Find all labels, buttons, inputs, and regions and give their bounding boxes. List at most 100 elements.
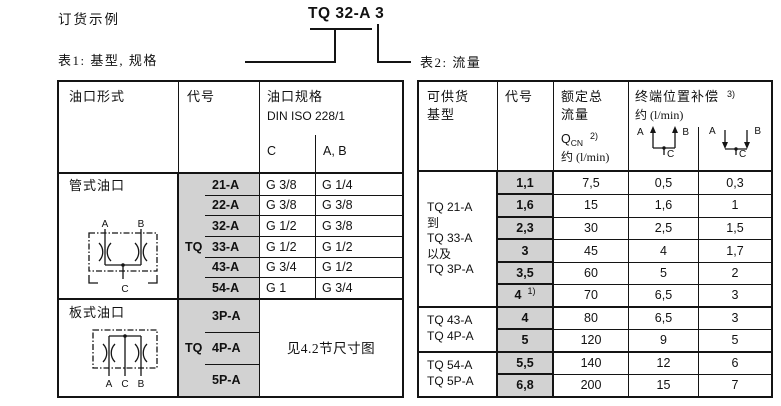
table1-code: 22-A bbox=[212, 198, 240, 212]
port-label-a: A bbox=[709, 126, 716, 137]
table2-comp1: 4 bbox=[660, 243, 667, 258]
table1-spec-c: G 3/4 bbox=[266, 260, 297, 274]
footnote-3-marker: 3) bbox=[727, 89, 736, 99]
grid-line bbox=[419, 351, 771, 353]
table2-group3-base-types: TQ 54-A TQ 5P-A bbox=[427, 351, 497, 396]
table2-flow: 140 bbox=[580, 355, 602, 370]
table1-code: 4P-A bbox=[212, 341, 241, 355]
table2-comp2: 5 bbox=[731, 333, 739, 347]
footnote-2-marker: 2) bbox=[590, 131, 599, 141]
base-type-line: TQ 43-A bbox=[427, 313, 473, 327]
table2-caption: 表2: 流量 bbox=[420, 55, 482, 70]
grid-line bbox=[205, 257, 402, 258]
grid-line bbox=[554, 284, 771, 285]
table2-comp1: 1,6 bbox=[654, 198, 673, 212]
table1-plate-prefix: TQ bbox=[185, 341, 203, 355]
grid-line bbox=[554, 374, 771, 375]
table2-flow: 15 bbox=[584, 198, 598, 212]
table1-code-column-shading bbox=[179, 174, 259, 396]
grid-line bbox=[496, 216, 554, 218]
q-symbol: Q bbox=[561, 132, 571, 146]
base-type-line: TQ 4P-A bbox=[427, 328, 474, 343]
port-label-c: C bbox=[121, 379, 128, 390]
grid-line bbox=[496, 238, 554, 240]
table1-header-spec-title: 油口规格 bbox=[267, 89, 324, 104]
connector-line bbox=[334, 28, 336, 63]
table2-flow: 可供货 基型 代号 额定总 流量 QCN 2) 约 (l/min) 终端位置补偿 3… bbox=[417, 80, 773, 398]
table2-code: 1,1 bbox=[516, 176, 534, 190]
grid-line bbox=[59, 298, 402, 300]
base-type-line: 到 bbox=[427, 215, 440, 230]
grid-line bbox=[59, 172, 402, 174]
plate-port-hydraulic-symbol: A C B bbox=[92, 329, 158, 390]
table1-spec-ab: G 3/8 bbox=[322, 218, 353, 233]
table2-comp2: 6 bbox=[731, 355, 739, 370]
table2-header-compensation-unit: 约 (l/min) bbox=[635, 108, 684, 122]
footnote-1-marker: 1) bbox=[527, 286, 536, 296]
connector-line bbox=[245, 61, 336, 63]
table1-subheader-ab: A, B bbox=[323, 144, 347, 158]
table1-caption: 表1: 基型, 规格 bbox=[58, 53, 158, 68]
base-type-line2: 基型 bbox=[427, 107, 456, 122]
table2-comp2: 3 bbox=[731, 288, 739, 302]
grid-line bbox=[554, 262, 771, 263]
base-type-line1: 可供货 bbox=[427, 89, 470, 104]
table2-comp2: 1,5 bbox=[726, 221, 744, 235]
table2-code: 4 bbox=[521, 310, 529, 325]
table1-subheader-c: C bbox=[267, 144, 277, 158]
q-subscript: CN bbox=[570, 138, 584, 148]
grid-line bbox=[553, 82, 554, 170]
table2-header-compensation: 终端位置补偿 3) bbox=[635, 88, 735, 106]
table2-comp1: 2,5 bbox=[654, 221, 673, 235]
table1-header-code: 代号 bbox=[187, 89, 216, 104]
table2-flow: 120 bbox=[580, 333, 602, 347]
table2-group2-base-types: TQ 43-A TQ 4P-A bbox=[427, 306, 497, 351]
table1-spec-ab: G 3/8 bbox=[322, 198, 353, 212]
grid-line bbox=[205, 332, 259, 333]
grid-line bbox=[178, 82, 179, 172]
table2-comp2: 3 bbox=[731, 310, 739, 325]
table2-code: 2,3 bbox=[516, 221, 534, 235]
table2-header-base-type: 可供货 基型 bbox=[427, 88, 469, 124]
grid-line bbox=[496, 373, 554, 375]
port-label-b: B bbox=[682, 127, 689, 138]
base-type-line: TQ 54-A bbox=[427, 358, 473, 372]
table1-plate-section-label: 板式油口 bbox=[69, 305, 126, 320]
port-label-a: A bbox=[637, 127, 644, 138]
table1-header-spec-standard: DIN ISO 228/1 bbox=[267, 109, 346, 123]
table2-comp1: 5 bbox=[660, 266, 667, 280]
grid-line bbox=[496, 261, 554, 263]
compensation-title: 终端位置补偿 bbox=[635, 89, 720, 104]
table2-code: 3,5 bbox=[516, 266, 534, 280]
pipe-port-hydraulic-symbol: A B C bbox=[88, 219, 158, 295]
table1-spec-c: G 1/2 bbox=[266, 218, 297, 233]
table1-code: 3P-A bbox=[212, 309, 241, 323]
grid-line bbox=[554, 194, 771, 195]
ordering-example-label: 订货示例 bbox=[58, 12, 120, 27]
table1-code: 54-A bbox=[212, 280, 240, 295]
table2-flow: 60 bbox=[584, 266, 598, 280]
port-label-a: A bbox=[106, 379, 113, 390]
port-label-c: C bbox=[667, 149, 674, 158]
table2-group1-base-types: TQ 21-A 到 TQ 33-A 以及 TQ 3P-A bbox=[427, 172, 497, 306]
grid-line bbox=[497, 82, 498, 170]
table2-header-flow-symbol: QCN 2) bbox=[561, 131, 599, 148]
port-label-b: B bbox=[138, 379, 145, 390]
flow-combiner-symbol: A B C bbox=[709, 126, 761, 158]
flow-title-line1: 额定总 bbox=[561, 89, 604, 104]
table1-spec-c: G 3/8 bbox=[266, 198, 297, 212]
port-label-c: C bbox=[121, 284, 128, 295]
table2-code: 6,8 bbox=[516, 378, 534, 392]
table1-code: 5P-A bbox=[212, 373, 241, 387]
table1-pipe-prefix: TQ bbox=[185, 239, 203, 254]
grid-line bbox=[419, 306, 771, 308]
table2-flow: 70 bbox=[584, 288, 598, 302]
table2-comp1: 6,5 bbox=[654, 310, 673, 325]
table1-spec-ab: G 1/2 bbox=[322, 239, 353, 254]
grid-line bbox=[554, 217, 771, 218]
table2-comp1: 6,5 bbox=[654, 288, 673, 302]
table2-flow: 30 bbox=[584, 221, 598, 235]
base-type-line: TQ 5P-A bbox=[427, 373, 474, 388]
table2-code: 5 bbox=[521, 333, 529, 347]
